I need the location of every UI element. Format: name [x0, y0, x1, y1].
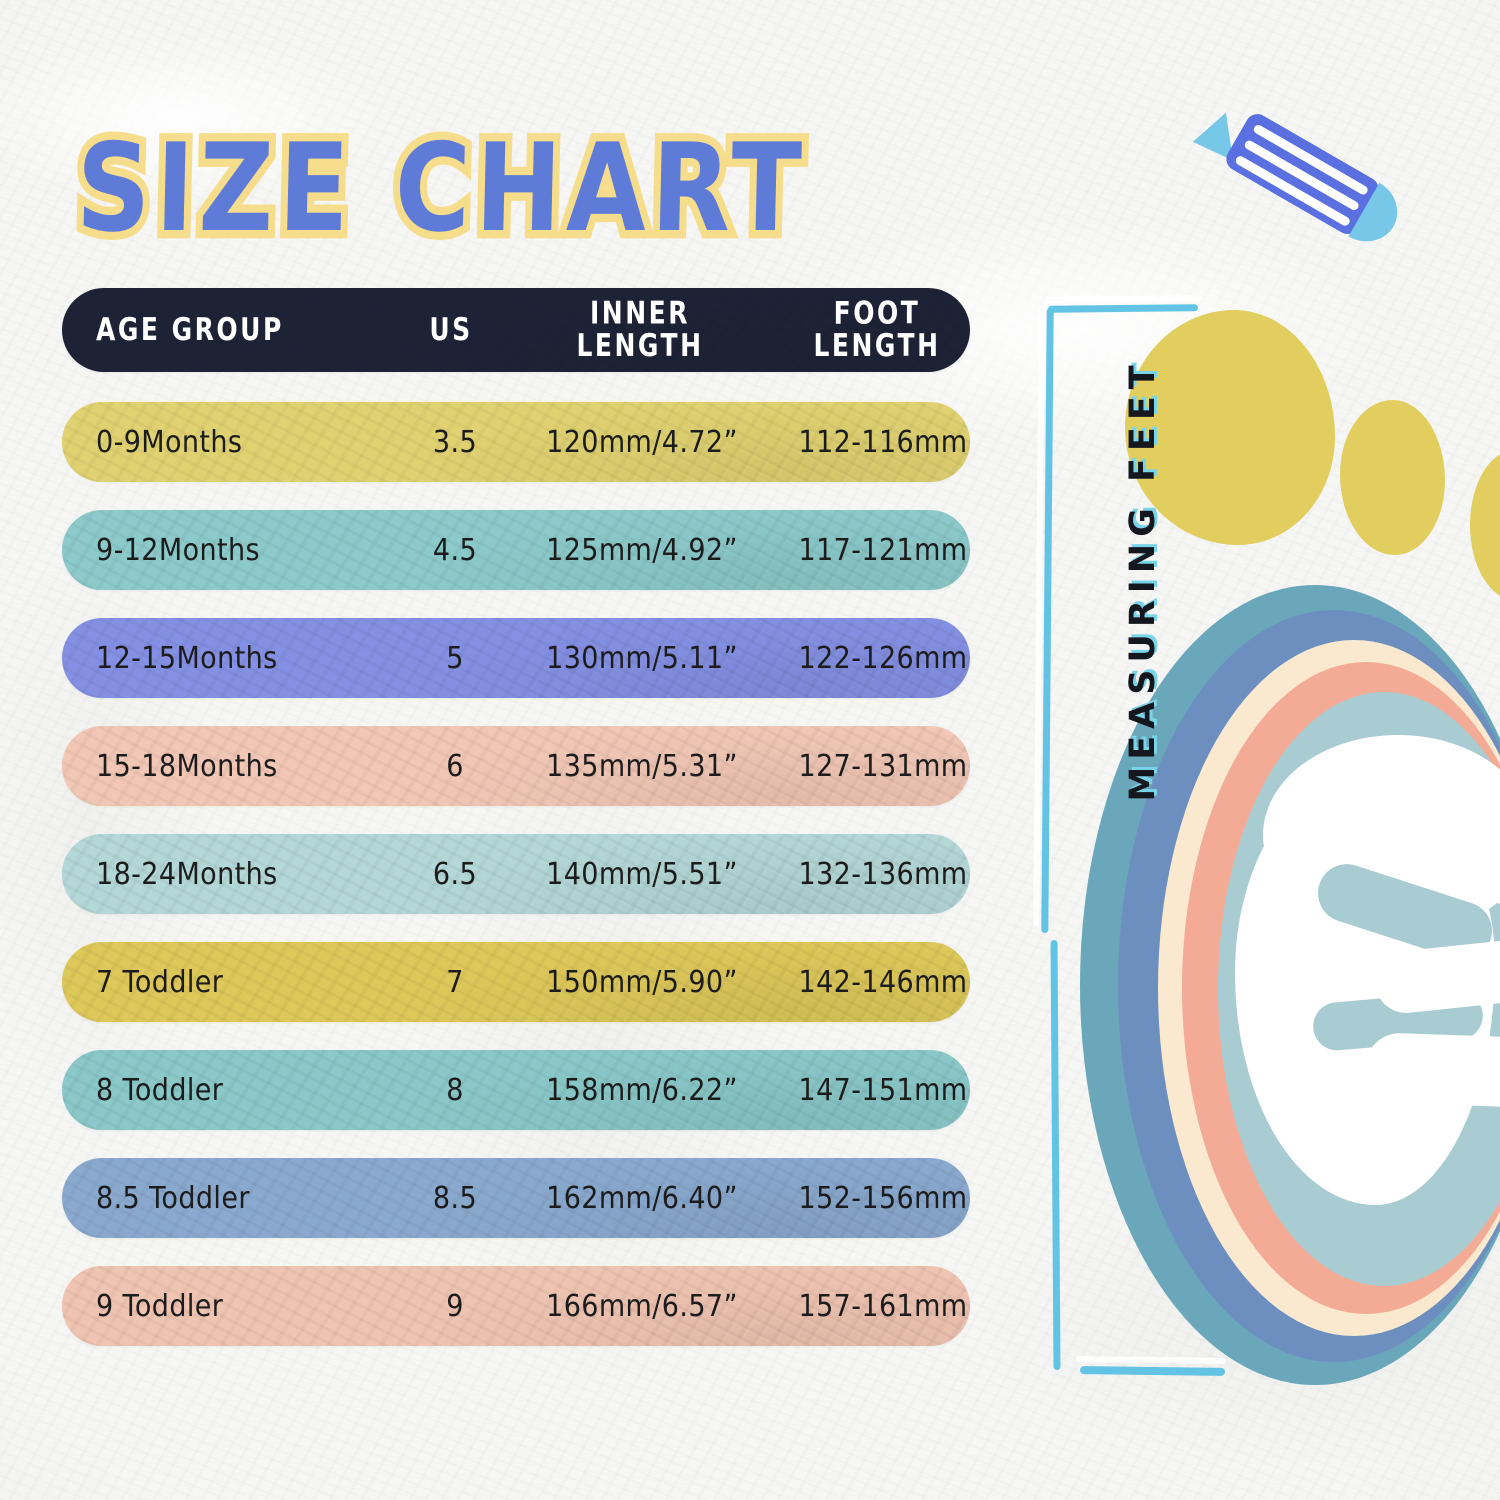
table-row: 18-24Months 6.5 140mm/5.51” 132-136mm — [62, 834, 970, 914]
cell-foot-length: 152-156mm — [798, 1180, 968, 1216]
pencil-icon — [1192, 112, 1398, 242]
cell-inner-length: 130mm/5.11” — [546, 640, 738, 676]
column-header-inner-length-line1: INNER — [590, 294, 690, 331]
cell-foot-length: 122-126mm — [798, 640, 968, 676]
cell-age-group: 7 Toddler — [96, 964, 224, 1000]
foot-toe-3 — [1363, 1031, 1500, 1109]
cell-inner-length: 125mm/4.92” — [546, 532, 738, 568]
cell-age-group: 12-15Months — [96, 640, 278, 676]
cell-us: 8 — [446, 1072, 464, 1108]
column-header-foot-length-line1: FOOT — [833, 294, 921, 331]
column-header-inner-length-line2: LENGTH — [576, 327, 704, 364]
cell-us: 9 — [446, 1288, 464, 1324]
yellow-blob-medium — [1340, 400, 1445, 555]
frame-line-top — [1047, 304, 1199, 313]
column-header-inner-length: INNER LENGTH — [500, 294, 780, 364]
cell-foot-length: 127-131mm — [798, 748, 968, 784]
table-row: 15-18Months 6 135mm/5.31” 127-131mm — [62, 726, 970, 806]
table-row: 7 Toddler 7 150mm/5.90” 142-146mm — [62, 942, 970, 1022]
frame-line-bottom — [1079, 1366, 1226, 1376]
table-row: 8 Toddler 8 158mm/6.22” 147-151mm — [62, 1050, 970, 1130]
cell-inner-length: 166mm/6.57” — [546, 1288, 738, 1324]
measuring-feet-caption-wrap: MEASURING FEET — [1010, 0, 1163, 1500]
measuring-feet-caption: MEASURING FEET — [1123, 358, 1163, 802]
column-header-age-group: AGE GROUP — [96, 311, 284, 348]
column-header-us: US — [429, 311, 473, 348]
table-row: 8.5 Toddler 8.5 162mm/6.40” 152-156mm — [62, 1158, 970, 1238]
cell-inner-length: 135mm/5.31” — [546, 748, 738, 784]
cell-foot-length: 132-136mm — [798, 856, 968, 892]
cell-us: 7 — [446, 964, 464, 1000]
cell-us: 6.5 — [432, 856, 478, 892]
table-row: 9-12Months 4.5 125mm/4.92” 117-121mm — [62, 510, 970, 590]
cell-age-group: 8.5 Toddler — [96, 1180, 250, 1216]
cell-us: 5 — [446, 640, 464, 676]
frame-highlight-bottom — [1075, 1356, 1227, 1364]
table-row: 0-9Months 3.5 120mm/4.72” 112-116mm — [62, 402, 970, 482]
yellow-blob-small — [1470, 450, 1500, 600]
cell-us: 4.5 — [432, 532, 478, 568]
cell-us: 6 — [446, 748, 464, 784]
cell-inner-length: 162mm/6.40” — [546, 1180, 738, 1216]
frame-line-left-lower — [1050, 939, 1061, 1371]
cell-inner-length: 140mm/5.51” — [546, 856, 738, 892]
frame-highlight-top — [1045, 295, 1202, 303]
footprint-icon — [1235, 735, 1500, 1245]
page-title: SIZE CHART — [67, 110, 815, 267]
table-row: 9 Toddler 9 166mm/6.57” 157-161mm — [62, 1266, 970, 1346]
cell-age-group: 9 Toddler — [96, 1288, 224, 1324]
yellow-blob-large — [1125, 310, 1335, 545]
cell-us: 3.5 — [432, 424, 478, 460]
cell-age-group: 0-9Months — [96, 424, 243, 460]
cell-age-group: 18-24Months — [96, 856, 278, 892]
table-header-row: AGE GROUP US INNER LENGTH FOOT LENGTH — [62, 288, 970, 372]
cell-foot-length: 157-161mm — [798, 1288, 968, 1324]
illustration-area — [1030, 80, 1500, 1420]
cell-age-group: 9-12Months — [96, 532, 260, 568]
cell-foot-length: 112-116mm — [798, 424, 968, 460]
column-header-foot-length-line2: LENGTH — [813, 327, 941, 364]
cell-inner-length: 158mm/6.22” — [546, 1072, 738, 1108]
cell-foot-length: 147-151mm — [798, 1072, 968, 1108]
table-row: 12-15Months 5 130mm/5.11” 122-126mm — [62, 618, 970, 698]
cell-age-group: 15-18Months — [96, 748, 278, 784]
cell-inner-length: 120mm/4.72” — [546, 424, 738, 460]
size-chart-table: AGE GROUP US INNER LENGTH FOOT LENGTH 0-… — [62, 288, 970, 1374]
cell-foot-length: 142-146mm — [798, 964, 968, 1000]
cell-foot-length: 117-121mm — [798, 532, 968, 568]
cell-us: 8.5 — [432, 1180, 478, 1216]
column-header-foot-length: FOOT LENGTH — [762, 294, 970, 364]
cell-inner-length: 150mm/5.90” — [546, 964, 738, 1000]
cell-age-group: 8 Toddler — [96, 1072, 224, 1108]
